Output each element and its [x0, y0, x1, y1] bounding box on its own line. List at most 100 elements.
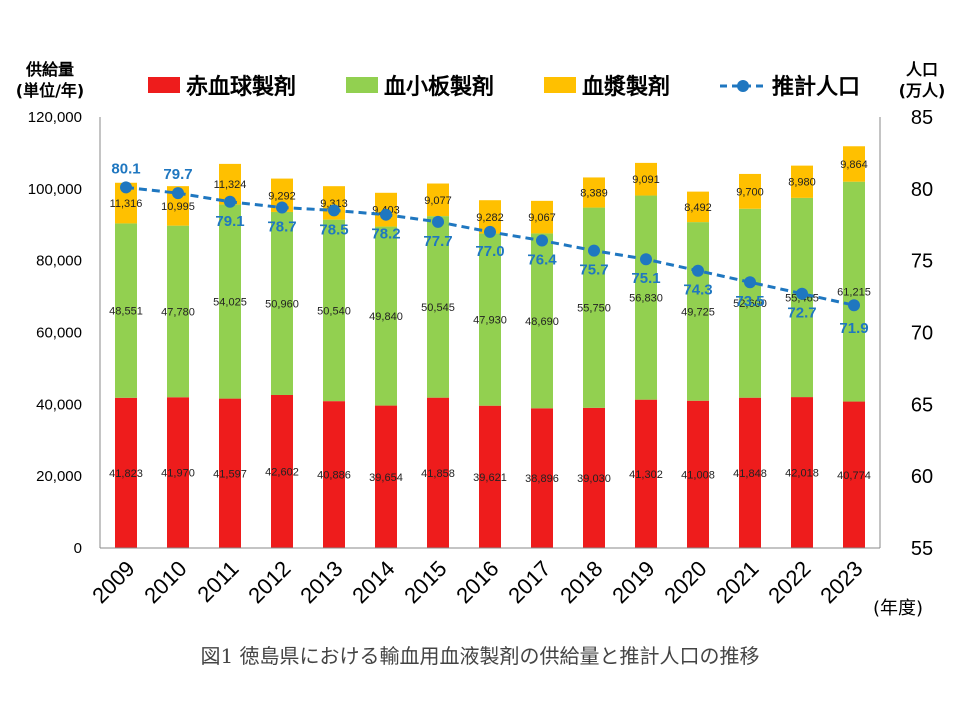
- x-tick-label-2017: 2017: [503, 556, 555, 608]
- population-label-2018: 75.7: [579, 262, 608, 279]
- data-label-rbc-2019: 41,302: [629, 469, 663, 481]
- bar-rbc-2017: [531, 408, 553, 548]
- x-axis-title: (年度): [873, 598, 923, 619]
- population-point-2020: [692, 264, 704, 277]
- data-label-platelet-2016: 47,930: [473, 315, 507, 327]
- legend-swatch-rbc: [148, 77, 180, 93]
- data-label-rbc-2009: 41,823: [109, 468, 143, 480]
- data-label-rbc-2013: 40,886: [317, 470, 351, 482]
- population-label-2011: 79.1: [215, 213, 244, 230]
- population-label-2022: 72.7: [787, 305, 816, 322]
- right-tick-label: 65: [911, 394, 933, 416]
- bar-plasma-2020: [687, 191, 709, 223]
- bar-rbc-2016: [479, 405, 501, 548]
- bar-platelet-2012: [271, 211, 293, 395]
- data-label-rbc-2021: 41,848: [733, 468, 767, 480]
- population-point-2015: [432, 215, 444, 228]
- bar-plasma-2011: [219, 163, 241, 205]
- population-point-2012: [276, 201, 288, 214]
- population-point-2011: [224, 195, 236, 208]
- x-tick-label-2021: 2021: [711, 556, 763, 608]
- bar-platelet-2023: [843, 181, 865, 402]
- data-label-rbc-2012: 42,602: [265, 466, 299, 478]
- population-label-2017: 76.4: [527, 252, 557, 269]
- bar-rbc-2014: [375, 405, 397, 548]
- legend-marker-population: [737, 80, 749, 92]
- x-tick-label-2019: 2019: [607, 556, 659, 608]
- data-label-plasma-2015: 9,077: [424, 195, 452, 207]
- data-label-platelet-2014: 49,840: [369, 311, 403, 323]
- legend-label-plasma: 血漿製剤: [582, 74, 670, 100]
- left-tick-label: 0: [74, 540, 82, 557]
- bar-platelet-2018: [583, 207, 605, 408]
- population-label-2015: 77.7: [423, 233, 452, 250]
- population-label-2020: 74.3: [683, 282, 712, 299]
- bar-platelet-2014: [375, 226, 397, 406]
- bar-rbc-2020: [687, 400, 709, 548]
- bar-plasma-2016: [479, 200, 501, 234]
- data-label-plasma-2019: 9,091: [632, 174, 660, 186]
- right-tick-label: 55: [911, 538, 933, 560]
- right-axis-title: 人口: [906, 60, 938, 79]
- population-point-2018: [588, 244, 600, 257]
- bar-plasma-2018: [583, 177, 605, 208]
- data-label-platelet-2011: 54,025: [213, 297, 247, 309]
- left-tick-label: 60,000: [36, 325, 82, 342]
- left-tick-label: 80,000: [36, 253, 82, 270]
- right-tick-label: 85: [911, 107, 933, 129]
- population-label-2010: 79.7: [163, 166, 192, 183]
- data-label-platelet-2009: 48,551: [109, 306, 143, 318]
- right-axis-title-unit: (万人): [899, 81, 946, 100]
- right-tick-label: 80: [911, 179, 933, 201]
- population-point-2016: [484, 225, 496, 238]
- left-axis-title-unit: (単位/年): [16, 81, 84, 100]
- data-label-platelet-2021: 52,600: [733, 298, 767, 310]
- x-tick-label-2011: 2011: [192, 556, 243, 607]
- bar-plasma-2023: [843, 146, 865, 182]
- bar-platelet-2010: [167, 225, 189, 398]
- population-point-2021: [744, 276, 756, 289]
- bar-rbc-2022: [791, 397, 813, 548]
- population-point-2023: [848, 299, 860, 312]
- data-label-rbc-2011: 41,597: [213, 468, 247, 480]
- bar-plasma-2009: [115, 182, 137, 224]
- x-tick-label-2016: 2016: [451, 556, 503, 608]
- bar-rbc-2010: [167, 397, 189, 548]
- data-label-plasma-2013: 9,313: [320, 198, 348, 210]
- data-label-rbc-2015: 41,858: [421, 468, 455, 480]
- bar-platelet-2017: [531, 233, 553, 409]
- data-label-plasma-2020: 8,492: [684, 202, 712, 214]
- x-tick-label-2012: 2012: [243, 556, 295, 608]
- data-label-rbc-2023: 40,774: [837, 470, 871, 482]
- legend-label-population: 推計人口: [772, 74, 860, 100]
- population-point-2014: [380, 208, 392, 221]
- population-point-2013: [328, 204, 340, 217]
- figure-caption: 図1 徳島県における輸血用血液製剤の供給量と推計人口の推移: [200, 644, 760, 668]
- data-label-rbc-2014: 39,654: [369, 472, 403, 484]
- bar-platelet-2011: [219, 204, 241, 399]
- data-label-platelet-2019: 56,830: [629, 293, 663, 305]
- x-tick-label-2015: 2015: [399, 556, 451, 608]
- right-tick-label: 60: [911, 466, 933, 488]
- data-label-rbc-2017: 38,896: [525, 473, 559, 485]
- bar-rbc-2012: [271, 394, 293, 548]
- bar-platelet-2016: [479, 233, 501, 406]
- data-label-platelet-2018: 55,750: [577, 303, 611, 315]
- x-tick-label-2020: 2020: [659, 556, 711, 608]
- population-label-2012: 78.7: [267, 219, 296, 236]
- bar-plasma-2012: [271, 178, 293, 212]
- bar-plasma-2022: [791, 165, 813, 198]
- population-label-2016: 77.0: [475, 243, 504, 260]
- legend-swatch-platelet: [346, 77, 378, 93]
- bar-plasma-2015: [427, 183, 449, 217]
- population-point-2009: [120, 181, 132, 194]
- x-tick-label-2022: 2022: [763, 556, 815, 608]
- data-label-platelet-2010: 47,780: [161, 306, 195, 318]
- right-tick-label: 75: [911, 251, 933, 273]
- population-label-2023: 71.9: [839, 320, 868, 337]
- data-label-plasma-2022: 8,980: [788, 177, 816, 189]
- bar-plasma-2021: [739, 173, 761, 209]
- data-label-platelet-2015: 50,545: [421, 302, 455, 314]
- population-point-2022: [796, 287, 808, 300]
